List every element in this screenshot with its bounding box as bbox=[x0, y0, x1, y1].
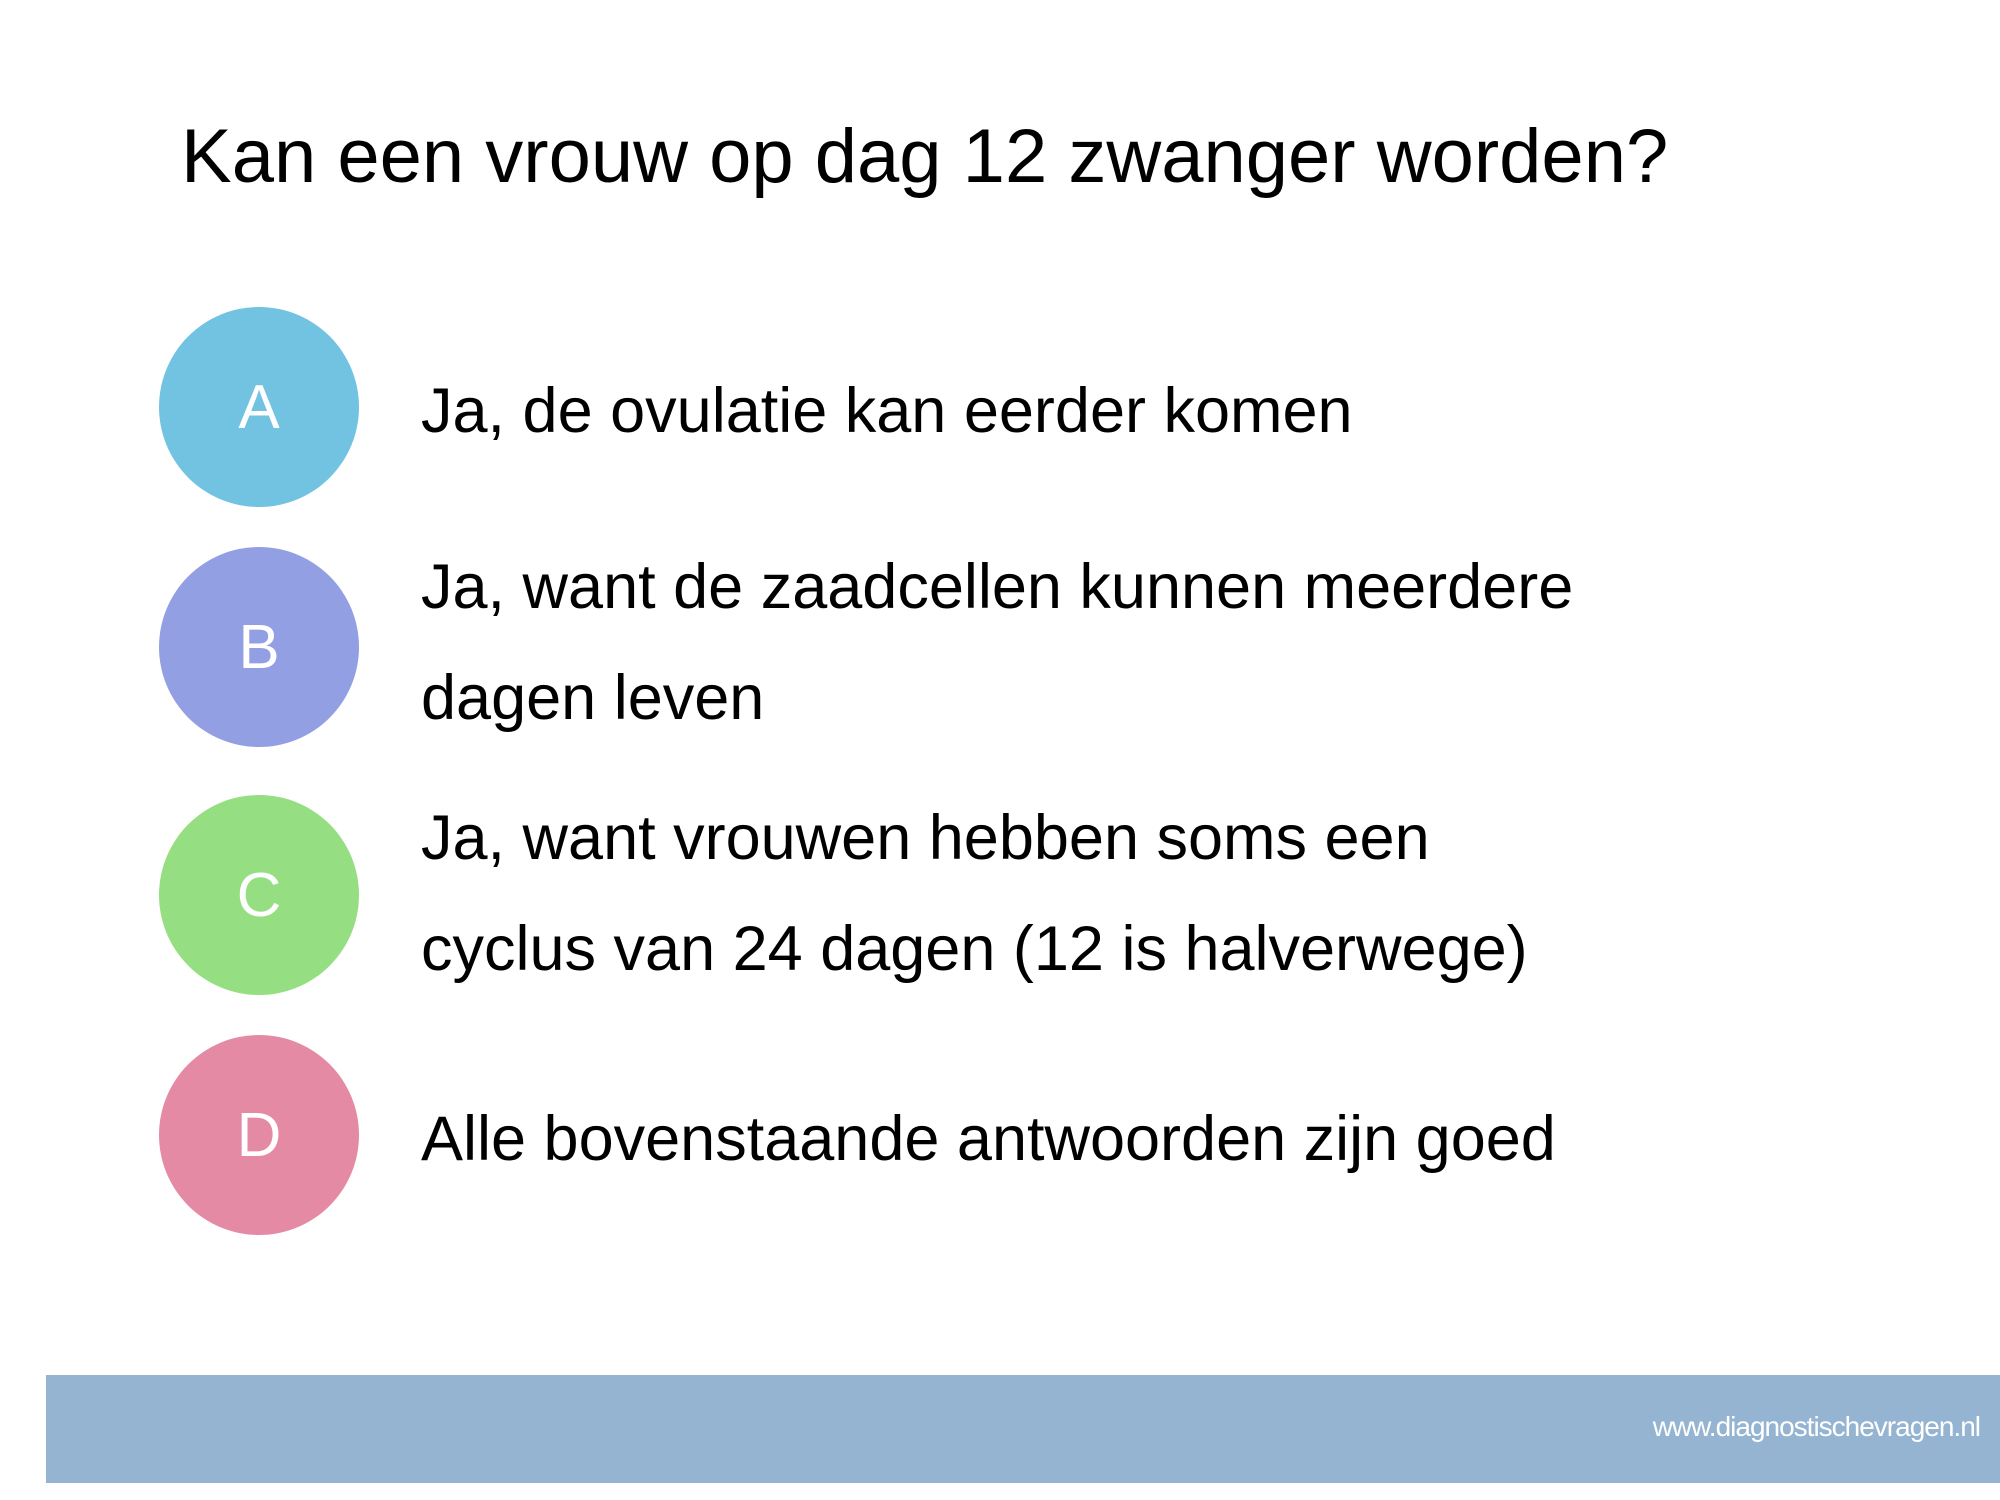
option-c-badge[interactable]: C bbox=[159, 795, 359, 995]
footer-band: www.diagnostischevragen.nl bbox=[46, 1375, 2000, 1483]
option-b-badge[interactable]: B bbox=[159, 547, 359, 747]
option-a-text[interactable]: Ja, de ovulatie kan eerder komen bbox=[421, 356, 1353, 467]
option-c-line-1: Ja, want vrouwen hebben soms een bbox=[421, 803, 1430, 873]
option-b-text[interactable]: Ja, want de zaadcellen kunnen meerdere d… bbox=[421, 532, 1573, 754]
option-c-line-2: cyclus van 24 dagen (12 is halverwege) bbox=[421, 914, 1528, 984]
option-d-line: Alle bovenstaande antwoorden zijn goed bbox=[421, 1104, 1556, 1174]
option-a-badge[interactable]: A bbox=[159, 307, 359, 507]
option-c-text[interactable]: Ja, want vrouwen hebben soms een cyclus … bbox=[421, 783, 1528, 1005]
option-b-line-1: Ja, want de zaadcellen kunnen meerdere bbox=[421, 552, 1574, 622]
option-d-text[interactable]: Alle bovenstaande antwoorden zijn goed bbox=[421, 1084, 1556, 1195]
option-b-line-2: dagen leven bbox=[421, 663, 765, 733]
option-a-line: Ja, de ovulatie kan eerder komen bbox=[421, 376, 1353, 446]
question-title: Kan een vrouw op dag 12 zwanger worden? bbox=[181, 114, 1669, 199]
option-d-badge[interactable]: D bbox=[159, 1035, 359, 1235]
footer-website: www.diagnostischevragen.nl bbox=[1652, 1411, 1981, 1442]
